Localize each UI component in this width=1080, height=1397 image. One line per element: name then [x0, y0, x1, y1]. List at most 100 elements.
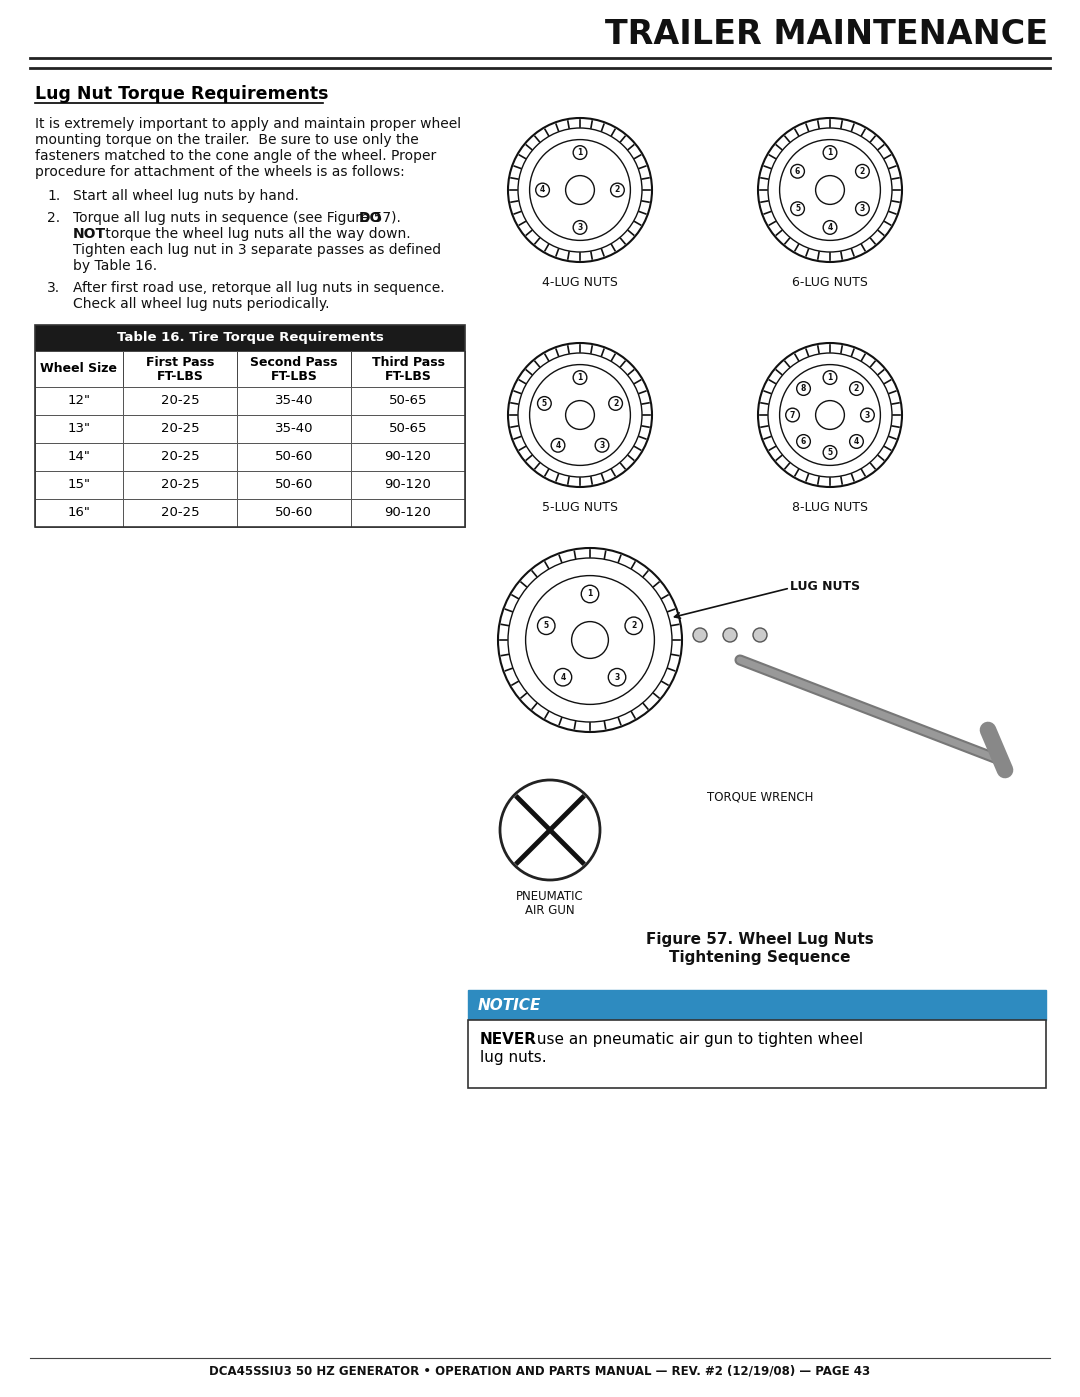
Circle shape: [855, 165, 869, 179]
Text: AIR GUN: AIR GUN: [525, 904, 575, 916]
Text: 20-25: 20-25: [161, 394, 200, 408]
Bar: [35, 443, 123, 471]
Bar: [351, 443, 465, 471]
Bar: [468, 1020, 1047, 1088]
Circle shape: [861, 408, 875, 422]
Bar: [237, 415, 351, 443]
Text: 2: 2: [631, 622, 636, 630]
Circle shape: [608, 669, 625, 686]
Text: NOTICE: NOTICE: [478, 997, 541, 1013]
Circle shape: [518, 353, 642, 476]
Text: by Table 16.: by Table 16.: [73, 258, 157, 272]
Circle shape: [551, 439, 565, 453]
Circle shape: [758, 117, 902, 263]
Bar: [351, 351, 465, 387]
Text: Tighten each lug nut in 3 separate passes as defined: Tighten each lug nut in 3 separate passe…: [73, 243, 441, 257]
Text: 12": 12": [67, 394, 91, 408]
Bar: [468, 990, 1047, 1020]
Bar: [351, 387, 465, 415]
Text: 5: 5: [543, 622, 549, 630]
Text: procedure for attachment of the wheels is as follows:: procedure for attachment of the wheels i…: [35, 165, 405, 179]
Text: 20-25: 20-25: [161, 422, 200, 436]
Text: Second Pass: Second Pass: [251, 356, 338, 369]
Bar: [35, 415, 123, 443]
Bar: [35, 499, 123, 527]
Circle shape: [855, 203, 869, 215]
Text: PNEUMATIC: PNEUMATIC: [516, 890, 584, 902]
Circle shape: [529, 140, 631, 240]
Circle shape: [797, 381, 810, 395]
Text: 6: 6: [795, 166, 800, 176]
Text: 2: 2: [615, 186, 620, 194]
Circle shape: [573, 145, 586, 159]
Text: Tightening Sequence: Tightening Sequence: [670, 950, 851, 965]
Text: Check all wheel lug nuts periodically.: Check all wheel lug nuts periodically.: [73, 298, 329, 312]
Text: 3: 3: [865, 411, 870, 419]
Bar: [351, 499, 465, 527]
Text: 4: 4: [561, 673, 566, 682]
Text: 16": 16": [68, 507, 91, 520]
Circle shape: [500, 780, 600, 880]
Text: FT-LBS: FT-LBS: [271, 369, 318, 383]
Circle shape: [538, 617, 555, 634]
Circle shape: [508, 557, 672, 722]
Bar: [35, 471, 123, 499]
Text: 20-25: 20-25: [161, 450, 200, 464]
Bar: [123, 499, 237, 527]
Bar: [35, 387, 123, 415]
Circle shape: [786, 408, 799, 422]
Circle shape: [823, 370, 837, 384]
Circle shape: [573, 370, 586, 384]
Circle shape: [823, 221, 837, 235]
Text: 1: 1: [578, 148, 582, 156]
Text: 5: 5: [795, 204, 800, 214]
Text: Figure 57. Wheel Lug Nuts: Figure 57. Wheel Lug Nuts: [646, 932, 874, 947]
Text: It is extremely important to apply and maintain proper wheel: It is extremely important to apply and m…: [35, 117, 461, 131]
Circle shape: [536, 183, 550, 197]
Bar: [237, 351, 351, 387]
Text: 1.: 1.: [48, 189, 60, 203]
Text: First Pass: First Pass: [146, 356, 214, 369]
Text: 1: 1: [588, 590, 593, 598]
Bar: [123, 351, 237, 387]
Text: 8: 8: [801, 384, 806, 393]
Text: NOT: NOT: [73, 226, 106, 242]
Text: 90-120: 90-120: [384, 450, 431, 464]
Circle shape: [823, 446, 837, 460]
Text: 4: 4: [540, 186, 545, 194]
Circle shape: [526, 576, 654, 704]
Text: 50-60: 50-60: [274, 450, 313, 464]
Circle shape: [508, 117, 652, 263]
Text: use an pneumatic air gun to tighten wheel: use an pneumatic air gun to tighten whee…: [532, 1032, 863, 1046]
Text: 14": 14": [68, 450, 91, 464]
Circle shape: [693, 629, 707, 643]
Bar: [237, 387, 351, 415]
Text: 3: 3: [615, 673, 620, 682]
Circle shape: [780, 365, 880, 465]
Text: 4: 4: [555, 441, 561, 450]
Text: Torque all lug nuts in sequence (see Figure 57).: Torque all lug nuts in sequence (see Fig…: [73, 211, 405, 225]
Text: Table 16. Tire Torque Requirements: Table 16. Tire Torque Requirements: [117, 331, 383, 345]
Bar: [237, 443, 351, 471]
Circle shape: [850, 381, 863, 395]
Circle shape: [768, 129, 892, 251]
Circle shape: [791, 203, 805, 215]
Text: 13": 13": [67, 422, 91, 436]
Text: 3: 3: [578, 224, 582, 232]
Circle shape: [538, 397, 551, 411]
Circle shape: [723, 629, 737, 643]
Circle shape: [768, 353, 892, 476]
Text: Start all wheel lug nuts by hand.: Start all wheel lug nuts by hand.: [73, 189, 299, 203]
Text: 3: 3: [860, 204, 865, 214]
Circle shape: [498, 548, 681, 732]
Text: 1: 1: [827, 148, 833, 156]
Text: 5: 5: [542, 400, 546, 408]
Bar: [351, 471, 465, 499]
Circle shape: [573, 221, 586, 235]
Circle shape: [571, 622, 608, 658]
Circle shape: [581, 585, 598, 602]
Text: lug nuts.: lug nuts.: [480, 1051, 546, 1065]
Text: 2: 2: [860, 166, 865, 176]
Text: 15": 15": [67, 479, 91, 492]
Text: 35-40: 35-40: [274, 422, 313, 436]
